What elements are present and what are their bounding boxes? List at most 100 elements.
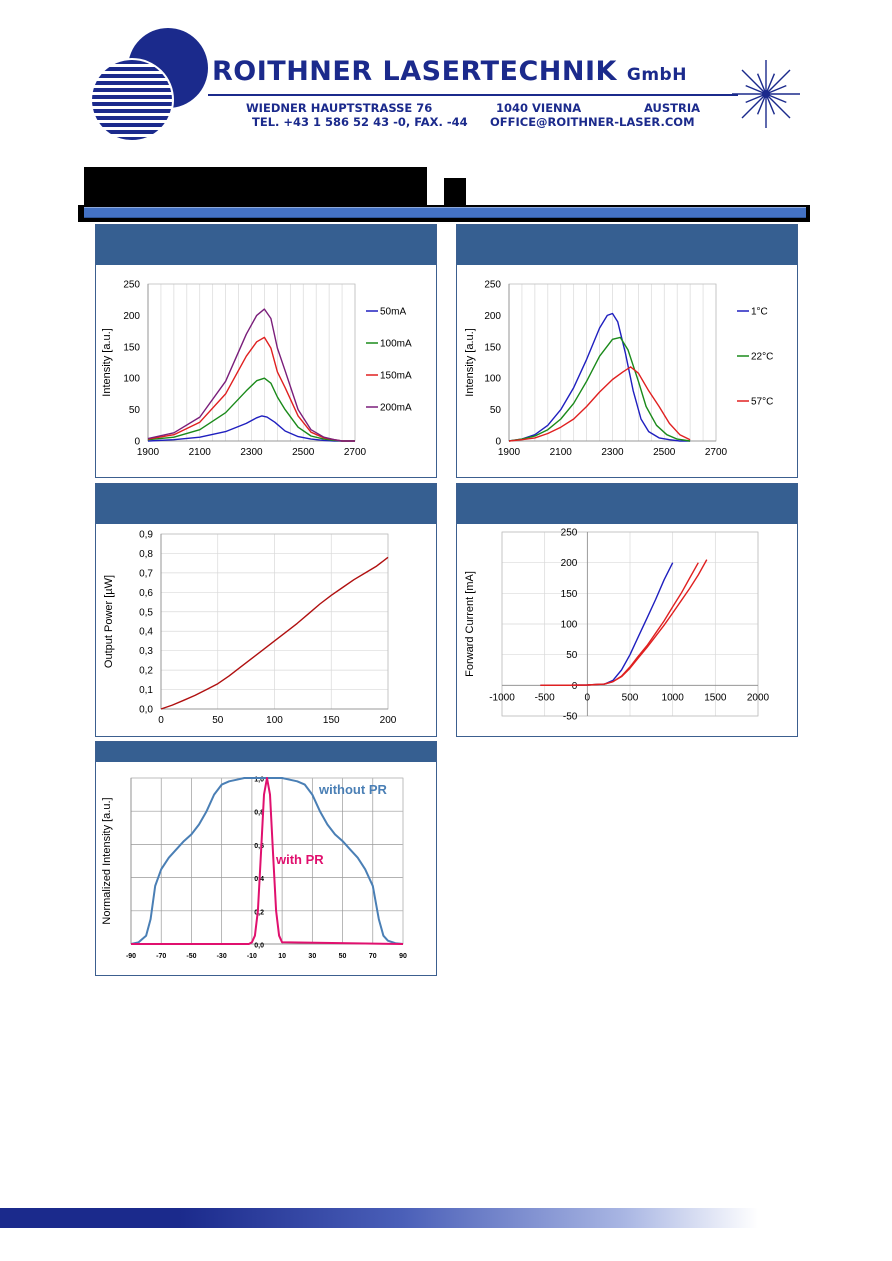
chart-panel-spectrum-current: 1900 2100 2300 2500 2700 0 50 100 150 200 250 Inten… — [95, 224, 437, 478]
y-axis-label: Normalized Intensity [a.u.] — [101, 797, 113, 924]
x-tick-label: 2700 — [705, 447, 728, 458]
y-tick-label: 200 — [484, 311, 501, 322]
y-tick-label: 100 — [561, 620, 578, 631]
y-axis-label: Output Power [µW] — [103, 575, 115, 668]
company-logo-icon — [90, 28, 208, 142]
x-tick-label: 150 — [323, 715, 340, 726]
x-tick-label: 50 — [339, 953, 347, 960]
y-tick-label: 50 — [129, 405, 141, 416]
series-line — [508, 312, 691, 442]
y-tick-label: 0,2 — [139, 666, 153, 677]
x-tick-label: 100 — [266, 715, 283, 726]
x-tick-label: 70 — [369, 953, 377, 960]
series-line — [508, 336, 691, 442]
chart-panel-li-curve: 0 50 100 150 200 0,0 0,1 0,2 0,3 0,4 0,5 0,6 0,7 0,8 0… — [95, 483, 437, 737]
header-divider — [208, 94, 738, 96]
y-tick-label: 150 — [123, 342, 140, 353]
y-axis-label: Intensity [a.u.] — [101, 328, 113, 396]
plot-area — [130, 777, 404, 945]
chart-panel-iv-curve: -1000 -500 0 500 1000 1500 2000 -50 0 50 100 150 200… — [456, 483, 798, 737]
y-axis-label: Intensity [a.u.] — [464, 328, 476, 396]
chart-panel-header — [457, 225, 797, 265]
x-tick-label: 1500 — [704, 692, 727, 703]
series-line — [131, 777, 404, 945]
x-tick-label: -10 — [247, 953, 257, 960]
y-tick-label: 100 — [123, 374, 140, 385]
y-tick-label: 0,8 — [139, 549, 153, 560]
x-tick-label: -500 — [535, 692, 555, 703]
x-tick-label: -70 — [156, 953, 166, 960]
x-tick-label: 10 — [278, 953, 286, 960]
x-tick-label: -50 — [186, 953, 196, 960]
legend-label: 100mA — [380, 339, 412, 350]
x-tick-label: 2000 — [747, 692, 770, 703]
x-tick-label: 50 — [212, 715, 224, 726]
plot-area — [501, 531, 759, 717]
x-tick-label: 2500 — [292, 447, 315, 458]
li-curve-chart: 0 50 100 150 200 0,0 0,1 0,2 0,3 0,4 0,5 0,6 0,7 0,8 0… — [103, 530, 397, 727]
x-tick-label: 2300 — [240, 447, 263, 458]
series-line — [160, 556, 389, 710]
company-name-suffix: GmbH — [626, 65, 687, 85]
x-tick-label: -90 — [126, 953, 136, 960]
starburst-ray — [741, 93, 767, 119]
annotation-without-pr: without PR — [318, 782, 387, 797]
title-accent-bar — [84, 207, 806, 218]
legend-label: 50mA — [380, 307, 406, 318]
y-tick-label: 150 — [561, 589, 578, 600]
y-tick-label: 1,0 — [254, 777, 264, 784]
starburst-icon — [732, 60, 800, 128]
x-tick-label: 2100 — [189, 447, 212, 458]
address-street: WIEDNER HAUPTSTRASSE 76 — [246, 101, 433, 115]
x-tick-label: 200 — [380, 715, 397, 726]
y-tick-label: 0,2 — [254, 909, 264, 916]
series-line — [147, 377, 355, 442]
company-name-main: ROITHNER LASERTECHNIK — [212, 56, 617, 87]
y-tick-label: 150 — [484, 342, 501, 353]
company-name: ROITHNER LASERTECHNIK GmbH — [212, 56, 687, 87]
x-tick-label: 2100 — [550, 447, 573, 458]
y-tick-label: 200 — [123, 311, 140, 322]
x-tick-label: 500 — [622, 692, 639, 703]
legend-label: 150mA — [380, 371, 412, 382]
x-tick-label: 2300 — [601, 447, 624, 458]
y-tick-label: 0,4 — [139, 627, 153, 638]
chart-panel-header — [457, 484, 797, 524]
address-city: 1040 VIENNA — [496, 101, 582, 115]
chart-panel-spectrum-temperature: 1900 2100 2300 2500 2700 0 50 100 150 200 250 Inten… — [456, 224, 798, 478]
y-tick-label: 0 — [572, 681, 578, 692]
y-tick-label: 0,0 — [254, 943, 264, 950]
legend-label: 1°C — [751, 307, 768, 318]
legend-label: 200mA — [380, 403, 412, 414]
x-tick-label: 1900 — [137, 447, 160, 458]
product-title-box — [84, 167, 427, 205]
y-tick-label: 0,3 — [139, 646, 153, 657]
legend-label: 57°C — [751, 397, 773, 408]
product-code-box — [444, 178, 466, 205]
x-tick-label: 2500 — [653, 447, 676, 458]
address-country: AUSTRIA — [644, 101, 701, 115]
y-tick-label: 0,0 — [139, 705, 153, 716]
y-tick-label: 0 — [134, 437, 140, 448]
x-tick-label: -30 — [217, 953, 227, 960]
iv-curve-chart: -1000 -500 0 500 1000 1500 2000-50050100150200… — [464, 528, 770, 723]
series-line — [508, 366, 691, 442]
spectrum-current-chart: 1900 2100 2300 2500 2700 0 50 100 150 200 250 Inten… — [101, 280, 412, 459]
y-tick-label: 50 — [490, 405, 502, 416]
y-tick-label: 250 — [484, 280, 501, 291]
chart-panel-header — [96, 742, 436, 762]
chart-panel-header — [96, 225, 436, 265]
footer-gradient-bar — [0, 1208, 892, 1228]
series-line — [130, 777, 404, 945]
x-tick-label: 0 — [585, 692, 591, 703]
series-line — [147, 415, 355, 442]
starburst-ray — [765, 69, 791, 95]
series-line — [540, 559, 708, 686]
x-tick-label: 90 — [399, 953, 407, 960]
y-tick-label: 0,7 — [139, 568, 153, 579]
series-line — [147, 308, 355, 442]
y-tick-label: 250 — [561, 528, 578, 539]
y-tick-label: 0,1 — [139, 685, 153, 696]
far-field-chart: -90 -70 -50 -30 -10 10 30 50 70 900,00,20,40,60,8… — [101, 777, 407, 961]
y-tick-label: 0,6 — [254, 843, 264, 850]
